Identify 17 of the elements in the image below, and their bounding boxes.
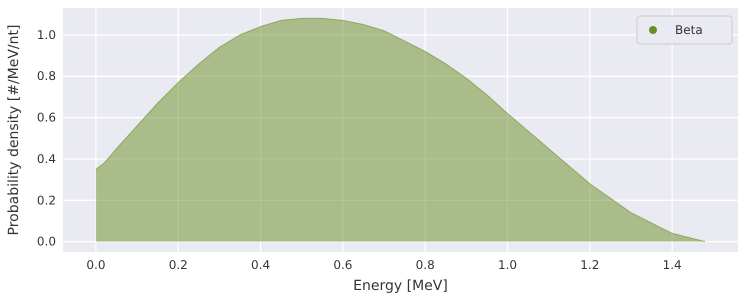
- legend-label: Beta: [675, 23, 703, 37]
- y-tick-label: 0.0: [36, 234, 56, 249]
- x-tick-label: 0.4: [251, 258, 270, 272]
- x-tick-label: 0.0: [86, 258, 106, 272]
- y-tick-label: 0.6: [36, 110, 56, 125]
- y-axis-title: Probability density [#/MeV/nt]: [6, 24, 22, 236]
- y-tick-label: 0.4: [36, 152, 56, 166]
- x-tick-label: 0.8: [416, 258, 435, 272]
- x-axis-title: Energy [MeV]: [353, 278, 448, 294]
- x-tick-label: 0.6: [333, 258, 352, 272]
- x-tick-label: 1.4: [662, 258, 682, 272]
- y-tick-label: 0.8: [36, 69, 56, 84]
- x-tick-label: 0.2: [168, 258, 188, 272]
- x-tick-label: 1.0: [498, 258, 518, 272]
- y-tick-label: 1.0: [36, 28, 56, 42]
- x-tick-label: 1.2: [580, 258, 600, 272]
- y-tick-label: 0.2: [36, 193, 56, 208]
